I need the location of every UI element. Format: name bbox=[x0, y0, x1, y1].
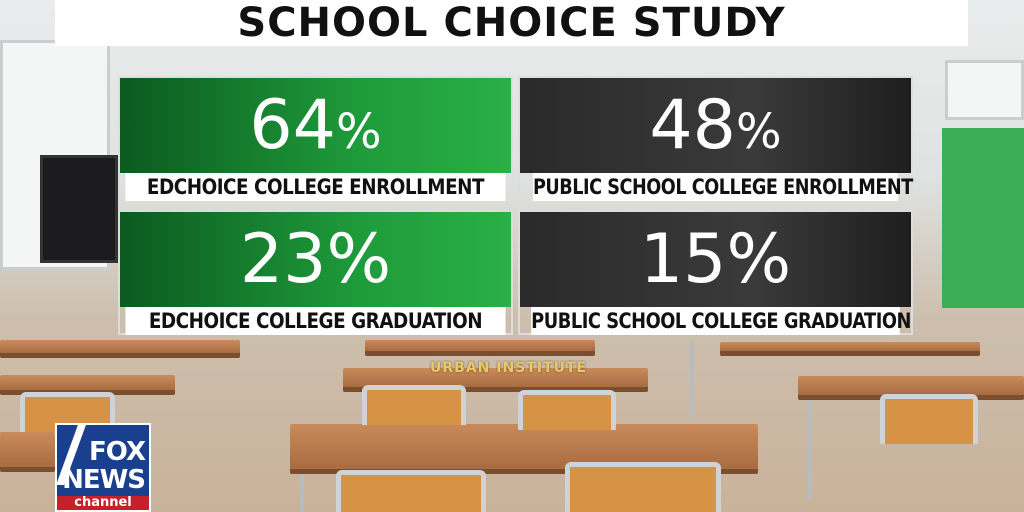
stat-label: PUBLIC SCHOOL COLLEGE ENROLLMENT bbox=[532, 173, 913, 201]
stat-value: 64% bbox=[120, 78, 511, 173]
stat-value: 48% bbox=[520, 78, 911, 173]
stat-label: EDCHOICE COLLEGE GRADUATION bbox=[125, 307, 506, 335]
stat-panel-public-enrollment: 48% PUBLIC SCHOOL COLLEGE ENROLLMENT bbox=[518, 76, 913, 201]
fox-news-logo: FOX NEWS channel bbox=[55, 423, 151, 512]
page-title: SCHOOL CHOICE STUDY bbox=[55, 0, 968, 46]
stat-label: EDCHOICE COLLEGE ENROLLMENT bbox=[125, 173, 506, 201]
stat-panel-public-graduation: 15% PUBLIC SCHOOL COLLEGE GRADUATION bbox=[518, 210, 913, 335]
source-credit: URBAN INSTITUTE bbox=[430, 360, 588, 376]
stat-panel-edchoice-enrollment: 64% EDCHOICE COLLEGE ENROLLMENT bbox=[118, 76, 513, 201]
stat-value: 15% bbox=[520, 212, 911, 307]
stat-panel-edchoice-graduation: 23% EDCHOICE COLLEGE GRADUATION bbox=[118, 210, 513, 335]
stat-label: PUBLIC SCHOOL COLLEGE GRADUATION bbox=[531, 307, 911, 335]
stat-value: 23% bbox=[120, 212, 511, 307]
